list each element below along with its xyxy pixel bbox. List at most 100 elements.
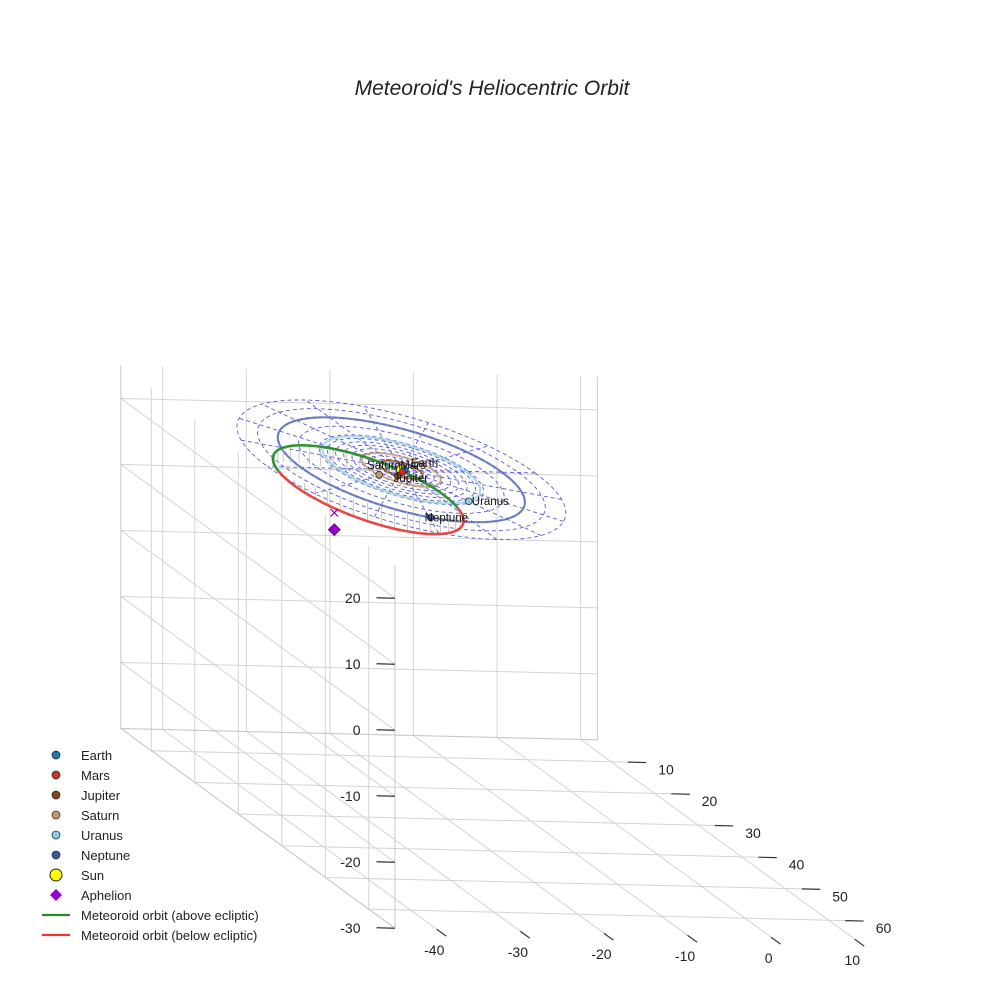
legend-sun-icon	[49, 868, 63, 882]
legend-item: Meteoroid orbit (below ecliptic)	[42, 928, 257, 943]
pane-edge	[120, 728, 396, 929]
z-tick-label: -20	[340, 854, 360, 870]
legend-label: Aphelion	[81, 888, 132, 903]
ecliptic-ring	[335, 441, 468, 499]
x-tick-label: 0	[765, 950, 773, 966]
grid-line-y	[324, 514, 802, 890]
x-tick-mark	[603, 932, 614, 941]
chart-title: Meteoroid's Heliocentric Orbit	[355, 77, 631, 100]
y-tick-label: 10	[658, 762, 674, 778]
planet-label-mars: Mars	[400, 460, 426, 472]
y-tick-label: 40	[789, 857, 805, 873]
meteoroid-orbit-below	[277, 470, 465, 536]
x-tick-mark	[854, 938, 865, 947]
pane-edge	[120, 728, 598, 741]
aphelion-projection-icon: ×	[328, 504, 341, 522]
ecliptic-ring	[351, 448, 452, 492]
planet-label-saturn: Saturn	[367, 460, 401, 472]
y-tick-label: 60	[876, 920, 892, 936]
orbit-saturn	[361, 452, 442, 488]
meteoroid-orbit-below	[456, 507, 465, 521]
y-tick-label: 50	[832, 888, 848, 904]
x-tick-mark	[436, 928, 447, 937]
legend-diamond-icon	[50, 889, 62, 901]
planet-label-uranus: Uranus	[472, 496, 509, 508]
grid-line-y	[368, 546, 846, 922]
orbit-neptune	[276, 416, 527, 524]
aphelion-marker	[327, 523, 341, 537]
ecliptic-ring	[376, 458, 427, 481]
grid-line-z	[119, 661, 598, 863]
legend-label: Saturn	[81, 808, 119, 823]
legend-label: Mars	[81, 768, 110, 783]
axes-panes	[119, 365, 855, 940]
x-tick-mark	[770, 936, 782, 945]
legend: Earth Mars Jupiter Saturn Uranus Neptune Sun Ap…	[42, 748, 259, 943]
legend-item: Earth	[51, 748, 112, 763]
x-tick-label: -10	[675, 948, 695, 964]
legend-circle-icon	[51, 750, 61, 760]
legend-label: Neptune	[81, 848, 130, 863]
ecliptic-spoke	[314, 445, 489, 494]
ecliptic-ring	[343, 444, 460, 495]
legend-item: Neptune	[51, 848, 130, 863]
legend-circle-icon	[51, 790, 61, 800]
legend-item: Sun	[49, 868, 104, 883]
meteoroid-orbit-above	[271, 443, 459, 509]
legend-item: Aphelion	[50, 888, 132, 903]
y-tick-label: 20	[702, 793, 718, 809]
grid-line-z	[119, 595, 598, 797]
x-tick-label: 10	[844, 952, 860, 968]
legend-label: Sun	[81, 868, 104, 883]
orbit-uranus	[321, 435, 482, 505]
axis-ticks: -40 -30 -20 -10 0 10 10 20 30 40 50 60 20 10 0 -10 -20 -3…	[340, 590, 891, 968]
x-tick-label: -30	[508, 944, 528, 960]
grid-line-x	[329, 370, 605, 934]
planet-uranus	[465, 497, 473, 505]
planet-neptune	[426, 513, 435, 522]
x-tick-mark	[687, 934, 698, 943]
legend-item: Meteoroid orbit (above ecliptic)	[42, 908, 259, 923]
ecliptic-ring	[326, 437, 476, 502]
legend-item: Jupiter	[51, 788, 121, 803]
x-tick-label: -40	[424, 942, 444, 958]
planet-label-jupiter: Jupiter	[394, 473, 429, 485]
orbit-jupiter	[379, 459, 424, 480]
z-tick-label: -30	[340, 920, 360, 936]
planet-label-earth: Earth	[411, 458, 439, 470]
legend-item: Mars	[51, 768, 110, 783]
legend-label: Earth	[81, 748, 112, 763]
meteoroid-orbit	[271, 443, 465, 536]
grid-line-y	[150, 387, 628, 763]
z-tick-label: 20	[345, 590, 361, 606]
ecliptic-spoke	[305, 399, 498, 540]
x-tick-mark	[519, 930, 531, 939]
grid-line-x	[496, 374, 772, 938]
ecliptic-ring	[236, 399, 567, 541]
legend-circle-icon	[51, 770, 61, 780]
grid-line-x	[412, 372, 688, 936]
planet-saturn	[375, 471, 383, 479]
z-tick-label: 10	[345, 656, 361, 672]
legend-label: Jupiter	[81, 788, 121, 803]
legend-label: Meteoroid orbit (below ecliptic)	[81, 928, 257, 943]
grid-line-z	[119, 529, 598, 731]
planet-jupiter	[393, 472, 402, 480]
legend-label: Uranus	[81, 828, 123, 843]
grid-line-z	[119, 463, 598, 665]
legend-item: Uranus	[51, 828, 123, 843]
planet-label-neptune: Neptune	[425, 513, 468, 525]
x-tick-label: -20	[591, 946, 611, 962]
legend-item: Saturn	[51, 808, 119, 823]
legend-circle-icon	[51, 830, 61, 840]
legend-circle-icon	[51, 810, 61, 820]
legend-label: Meteoroid orbit (above ecliptic)	[81, 908, 259, 923]
grid-line-x	[580, 376, 855, 940]
y-tick-label: 30	[745, 825, 761, 841]
ecliptic-ring	[368, 455, 435, 485]
z-tick-label: -10	[340, 788, 360, 804]
legend-circle-icon	[51, 850, 61, 860]
z-tick-label: 0	[353, 722, 361, 738]
